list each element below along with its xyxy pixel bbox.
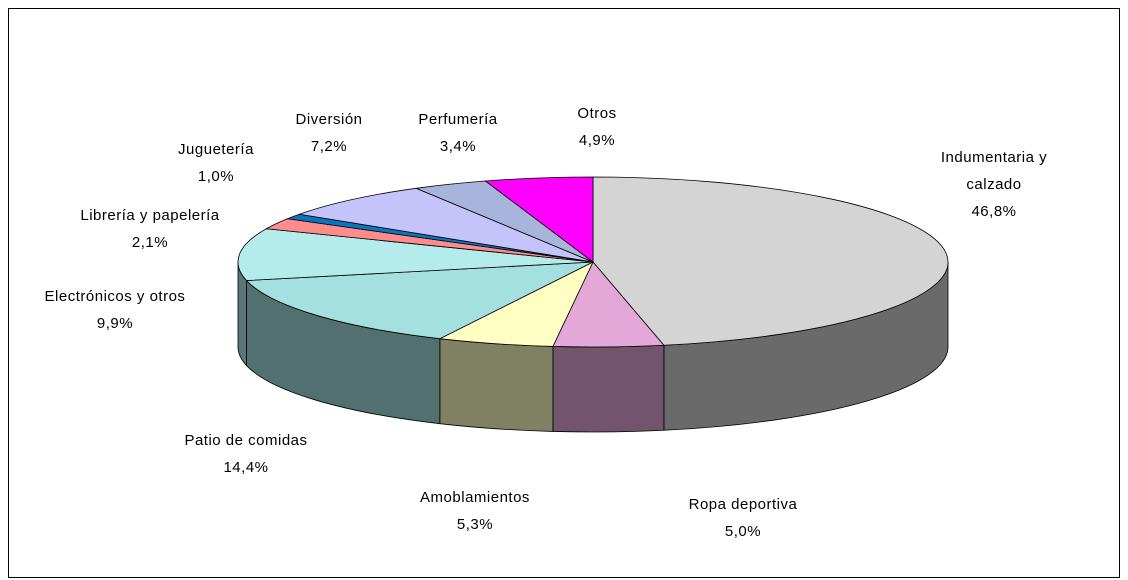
value-label: 4,9% [578, 132, 616, 149]
slice-label: Indumentaria y calzado 46,8% [929, 144, 1059, 225]
category-label: Ropa deportiva [688, 496, 798, 513]
slice-label: Perfumería 3,4% [328, 106, 588, 160]
slice-label: Otros 4,9% [467, 100, 727, 154]
category-label: Electrónicos y otros [44, 288, 186, 305]
value-label: 7,2% [310, 138, 348, 155]
slice-label: Librería y papelería 2,1% [20, 202, 280, 256]
value-label: 2,1% [131, 234, 169, 251]
slice-label: Diversión 7,2% [199, 106, 459, 160]
slice-side [439, 338, 554, 432]
category-label: Amoblamientos [420, 489, 530, 506]
slice-label: Amoblamientos 5,3% [345, 484, 605, 538]
value-label: 5,0% [724, 523, 762, 540]
category-label: Juguetería [178, 141, 254, 158]
value-label: 9,9% [96, 315, 134, 332]
slice-label: Electrónicos y otros 9,9% [0, 283, 245, 337]
category-label: Librería y papelería [80, 207, 220, 224]
slice [299, 187, 594, 263]
value-label: 3,4% [439, 138, 477, 155]
slice [245, 261, 594, 340]
category-label: Diversión [295, 111, 363, 128]
slice-label: Ropa deportiva 5,0% [613, 491, 873, 545]
category-label: Indumentaria y calzado [940, 149, 1048, 193]
slice [484, 176, 594, 263]
slice [237, 228, 594, 281]
value-label: 46,8% [971, 203, 1017, 220]
value-label: 14,4% [223, 459, 269, 476]
category-label: Perfumería [418, 111, 498, 128]
slice-side [552, 344, 665, 433]
slice-label: Juguetería 1,0% [86, 136, 346, 190]
slice-label: Patio de comidas 14,4% [116, 427, 376, 481]
category-label: Otros [577, 105, 617, 122]
value-label: 5,3% [456, 516, 494, 533]
value-label: 1,0% [197, 168, 235, 185]
slice [592, 176, 949, 346]
category-label: Patio de comidas [184, 432, 308, 449]
